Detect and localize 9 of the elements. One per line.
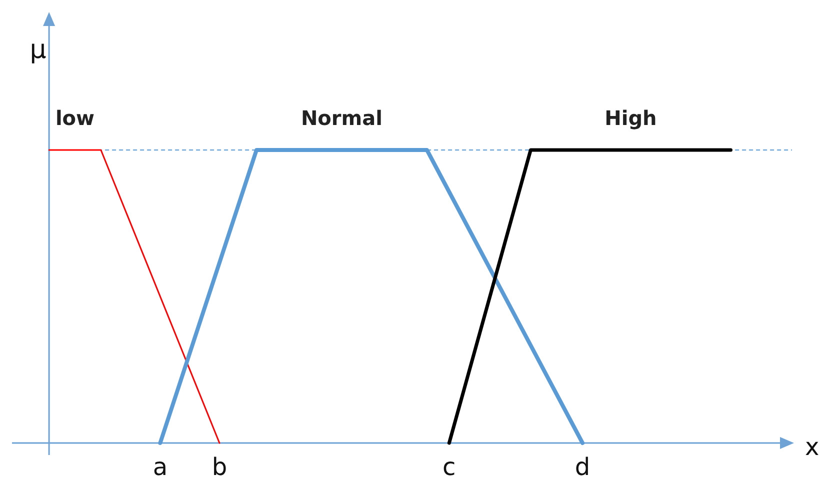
- x-tick-label: b: [212, 453, 228, 481]
- series-label: Normal: [300, 106, 382, 130]
- x-axis-title: x: [805, 433, 820, 461]
- x-tick-label: d: [574, 453, 590, 481]
- x-tick-label: a: [152, 453, 168, 481]
- series-label: low: [55, 106, 95, 130]
- y-axis-title: μ: [30, 35, 46, 65]
- series-label: High: [604, 106, 657, 130]
- x-tick-label: c: [442, 453, 456, 481]
